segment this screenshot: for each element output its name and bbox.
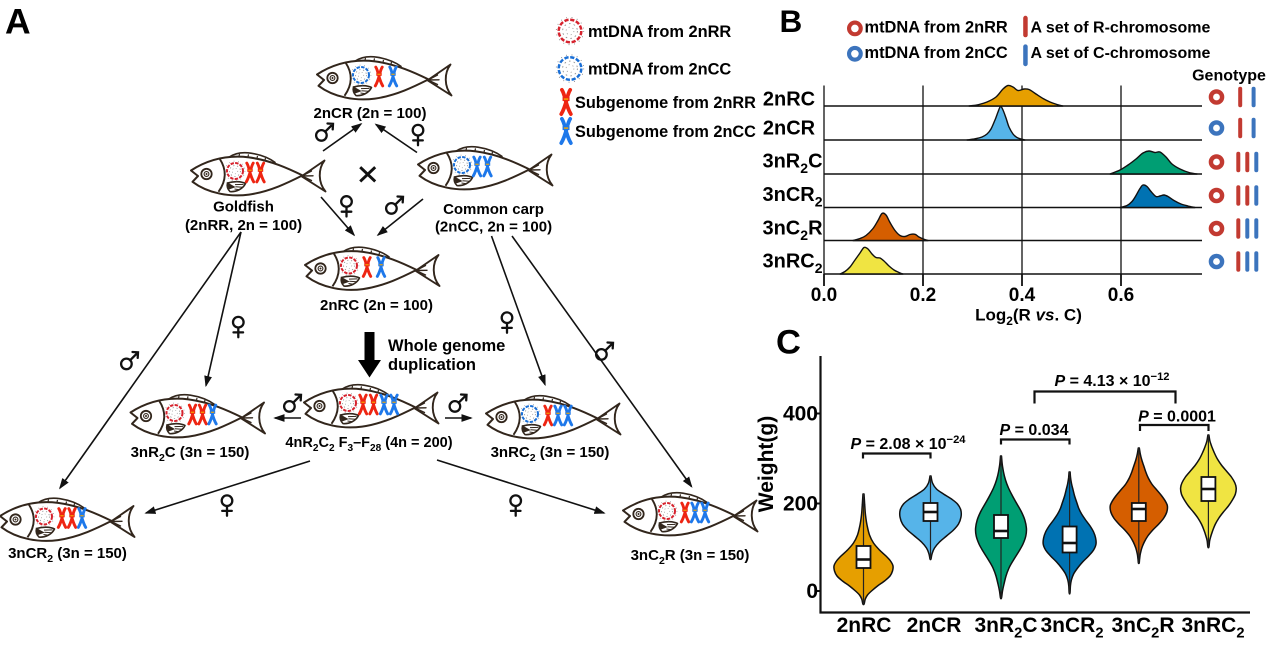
svg-text:Goldfish: Goldfish bbox=[213, 199, 274, 216]
svg-text:Subgenome from 2nCC: Subgenome from 2nCC bbox=[575, 123, 756, 141]
svg-text:Weight(g): Weight(g) bbox=[755, 416, 778, 512]
svg-text:4nR2C2 F3–F28 (4n = 200): 4nR2C2 F3–F28 (4n = 200) bbox=[285, 435, 452, 454]
svg-text:(2nRR, 2n = 100): (2nRR, 2n = 100) bbox=[185, 217, 302, 234]
svg-text:0.0: 0.0 bbox=[811, 285, 837, 306]
svg-text:200: 200 bbox=[783, 493, 818, 516]
svg-text:2nCR (2n = 100): 2nCR (2n = 100) bbox=[314, 105, 427, 122]
svg-text:A set of R-chromosome: A set of R-chromosome bbox=[1031, 20, 1211, 37]
svg-text:B: B bbox=[780, 3, 803, 39]
svg-text:3nC2R: 3nC2R bbox=[762, 218, 823, 243]
svg-text:P = 2.08 × 10−24: P = 2.08 × 10−24 bbox=[850, 434, 966, 453]
svg-text:A set of C-chromosome: A set of C-chromosome bbox=[1031, 45, 1211, 62]
svg-text:P = 0.034: P = 0.034 bbox=[1000, 422, 1069, 439]
svg-text:C: C bbox=[776, 324, 801, 362]
svg-text:2nRC: 2nRC bbox=[837, 614, 892, 637]
svg-text:3nRC2: 3nRC2 bbox=[1181, 614, 1244, 642]
svg-text:3nR2C (3n = 150): 3nR2C (3n = 150) bbox=[131, 444, 250, 464]
svg-text:3nRC2: 3nRC2 bbox=[762, 251, 822, 276]
svg-text:2nRC: 2nRC bbox=[763, 89, 815, 111]
svg-text:3nC2R (3n = 150): 3nC2R (3n = 150) bbox=[631, 547, 750, 567]
svg-text:3nCR2 (3n = 150): 3nCR2 (3n = 150) bbox=[8, 545, 127, 565]
svg-text:0.6: 0.6 bbox=[1108, 285, 1134, 306]
svg-text:Subgenome from 2nRR: Subgenome from 2nRR bbox=[575, 94, 756, 112]
svg-text:mtDNA from 2nRR: mtDNA from 2nRR bbox=[865, 19, 1008, 37]
svg-text:(2nCC, 2n = 100): (2nCC, 2n = 100) bbox=[435, 219, 552, 236]
svg-text:Log2(R vs. C): Log2(R vs. C) bbox=[975, 306, 1082, 329]
svg-text:3nC2R: 3nC2R bbox=[1111, 614, 1174, 642]
svg-text:0.2: 0.2 bbox=[910, 285, 936, 306]
svg-text:Genotype: Genotype bbox=[1192, 68, 1266, 85]
svg-text:Common carp: Common carp bbox=[443, 201, 544, 218]
svg-text:0.4: 0.4 bbox=[1009, 285, 1036, 306]
svg-text:Whole genome: Whole genome bbox=[388, 337, 505, 355]
svg-text:0: 0 bbox=[806, 580, 818, 603]
svg-text:P = 0.0001: P = 0.0001 bbox=[1138, 409, 1216, 426]
svg-text:duplication: duplication bbox=[388, 356, 476, 374]
svg-text:P = 4.13 × 10−12: P = 4.13 × 10−12 bbox=[1054, 371, 1169, 390]
svg-text:2nCR: 2nCR bbox=[763, 118, 816, 140]
svg-text:A: A bbox=[5, 2, 31, 42]
svg-text:3nR2C: 3nR2C bbox=[974, 614, 1037, 642]
svg-text:mtDNA from 2nRR: mtDNA from 2nRR bbox=[588, 23, 731, 41]
svg-text:2nRC (2n = 100): 2nRC (2n = 100) bbox=[320, 297, 433, 314]
svg-text:3nR2C: 3nR2C bbox=[762, 151, 822, 176]
svg-text:mtDNA from 2nCC: mtDNA from 2nCC bbox=[865, 44, 1008, 62]
svg-text:3nCR2: 3nCR2 bbox=[762, 184, 822, 209]
svg-text:3nRC2 (3n = 150): 3nRC2 (3n = 150) bbox=[491, 444, 610, 464]
svg-text:400: 400 bbox=[783, 403, 818, 426]
svg-text:2nCR: 2nCR bbox=[907, 614, 962, 637]
svg-text:mtDNA from 2nCC: mtDNA from 2nCC bbox=[588, 61, 731, 79]
svg-text:3nCR2: 3nCR2 bbox=[1040, 614, 1103, 642]
